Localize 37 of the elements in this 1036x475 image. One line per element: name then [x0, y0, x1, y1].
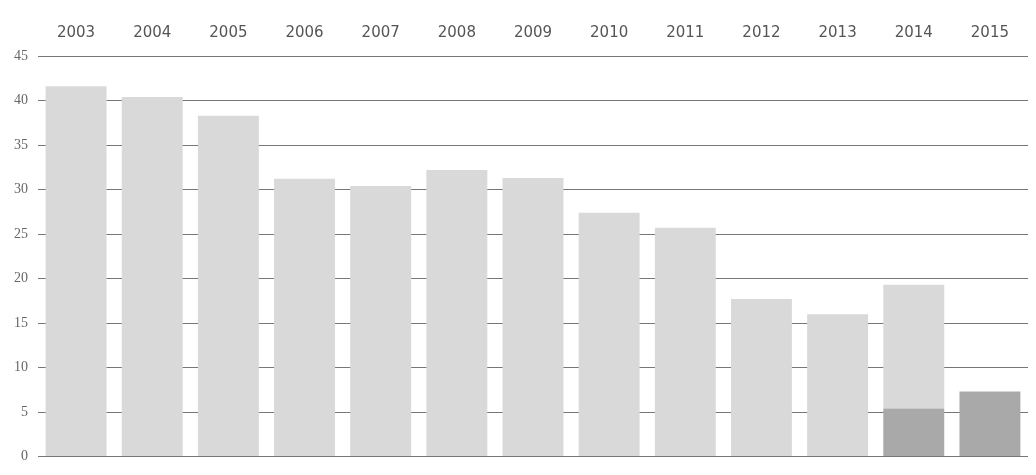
x-tick-label: 2015	[970, 22, 1010, 41]
bar	[350, 185, 412, 457]
bar	[426, 169, 488, 457]
y-tick-label: 25	[14, 225, 28, 241]
x-tick-label: 2012	[742, 22, 781, 41]
bar	[578, 212, 640, 457]
bar	[197, 115, 259, 457]
bar	[807, 314, 869, 457]
y-tick-label: 45	[14, 47, 28, 63]
y-tick-label: 40	[14, 92, 28, 108]
x-tick-label: 2009	[513, 22, 553, 41]
bar	[883, 284, 945, 409]
y-tick-label: 5	[21, 403, 28, 419]
x-tick-label: 2008	[437, 22, 476, 41]
x-tick-label: 2004	[133, 22, 172, 41]
y-tick-label: 0	[21, 448, 28, 464]
x-tick-label: 2006	[285, 22, 324, 41]
bar	[502, 177, 564, 457]
bar	[731, 299, 792, 457]
x-tick-label: 2003	[56, 22, 96, 41]
x-tick-label: 2007	[361, 22, 400, 41]
x-tick-label: 2010	[590, 22, 629, 41]
y-tick-label: 20	[14, 270, 28, 286]
x-tick-label: 2005	[209, 22, 248, 41]
bar	[274, 178, 335, 457]
x-tick-label: 2011	[666, 22, 705, 41]
y-tick-label: 30	[14, 181, 28, 197]
y-tick-label: 10	[14, 359, 28, 375]
x-tick-label: 2013	[818, 22, 857, 41]
bar	[121, 96, 183, 457]
bar	[45, 86, 107, 457]
bar	[654, 227, 716, 457]
bar	[883, 408, 945, 457]
y-tick-label: 15	[14, 314, 28, 330]
y-tick-label: 35	[14, 136, 28, 152]
bar	[959, 391, 1021, 457]
x-tick-label: 2014	[894, 22, 933, 41]
